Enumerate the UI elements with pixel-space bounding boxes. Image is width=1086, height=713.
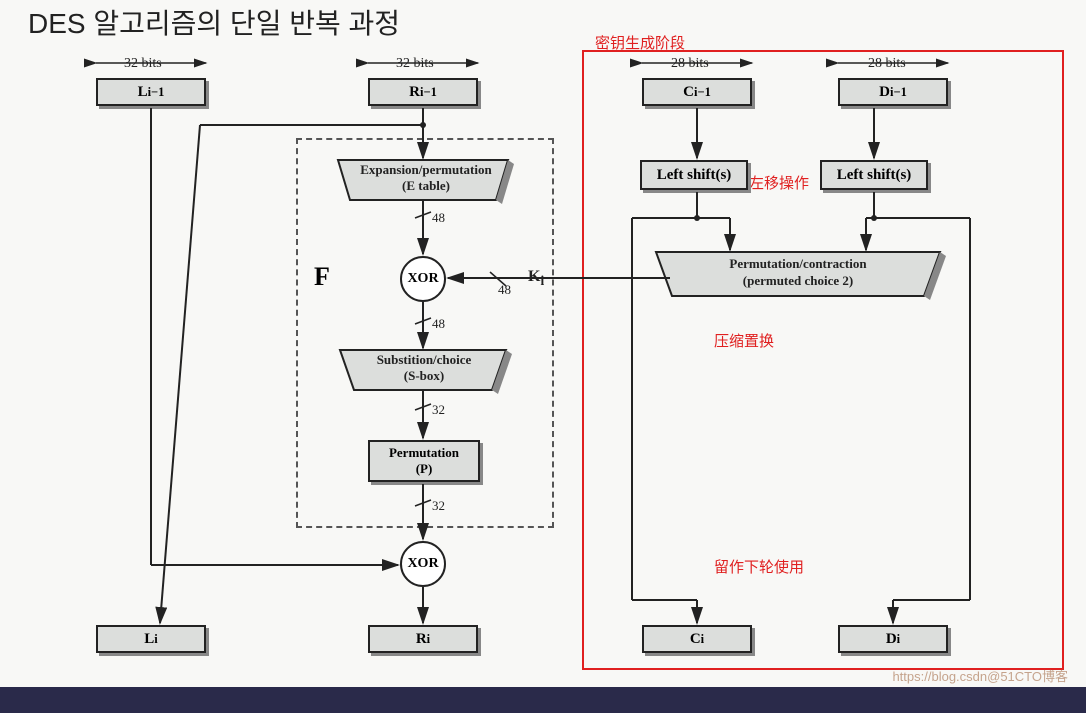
box-ri1: Ri−1 <box>368 78 478 106</box>
box-expansion: Expansion/permutation (E table) <box>352 162 500 195</box>
footer-bar <box>0 687 1086 713</box>
box-ci: Ci <box>642 625 752 653</box>
label-48-2: 48 <box>432 316 445 332</box>
label-32-2: 32 <box>432 498 445 514</box>
xor-1: XOR <box>400 256 446 302</box>
box-li: Li <box>96 625 206 653</box>
box-ci1: Ci−1 <box>642 78 752 106</box>
label-32-1: 32 <box>432 402 445 418</box>
watermark: https://blog.csdn@51CTO博客 <box>892 666 1068 685</box>
bits-label-r: 32 bits <box>396 56 434 72</box>
label-48-1: 48 <box>432 210 445 226</box>
box-di: Di <box>838 625 948 653</box>
box-pc2: Permutation/contraction (permuted choice… <box>690 256 906 290</box>
label-ki: Ki <box>528 268 544 289</box>
box-perm: Permutation (P) <box>368 440 480 482</box>
bits-label-l: 32 bits <box>124 56 162 72</box>
page-title: DES 알고리즘의 단일 반복 과정 <box>28 2 400 42</box>
box-sbox: Substition/choice (S-box) <box>358 352 490 385</box>
box-di1: Di−1 <box>838 78 948 106</box>
box-li1: Li−1 <box>96 78 206 106</box>
box-ls-c: Left shift(s) <box>640 160 748 190</box>
box-ls-d: Left shift(s) <box>820 160 928 190</box>
keygen-border <box>582 50 1064 670</box>
bits-label-d: 28 bits <box>868 56 906 72</box>
bits-label-c: 28 bits <box>671 56 709 72</box>
xor-2: XOR <box>400 541 446 587</box>
box-ri: Ri <box>368 625 478 653</box>
f-label: F <box>314 262 330 292</box>
label-48-3: 48 <box>498 282 511 298</box>
